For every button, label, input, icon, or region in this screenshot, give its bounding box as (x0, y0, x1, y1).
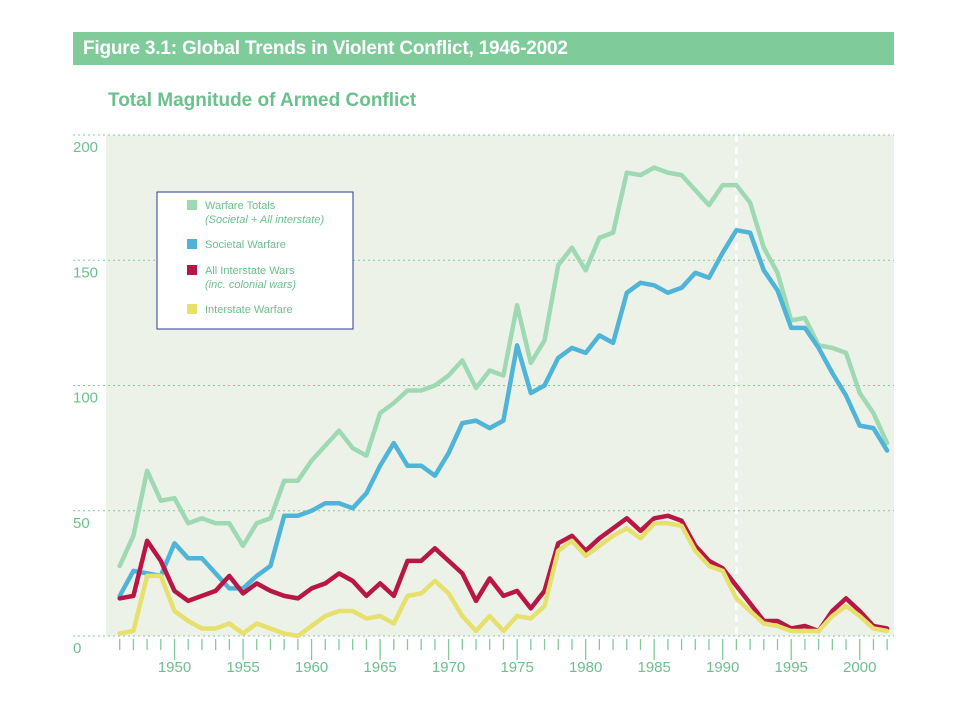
legend-label: All Interstate Wars (205, 265, 295, 277)
chart-subtitle: Total Magnitude of Armed Conflict (108, 90, 417, 111)
x-tick-label: 1995 (775, 659, 808, 676)
legend-swatch (187, 239, 197, 249)
x-tick-label: 1955 (226, 659, 259, 676)
series-line-1 (117, 227, 890, 599)
legend-swatch (187, 200, 197, 210)
chart-legend: Warfare Totals (Societal + All interstate… (156, 191, 354, 330)
legend-label: Societal Warfare (205, 239, 286, 251)
legend-box (156, 191, 354, 330)
legend-swatch (187, 265, 197, 275)
x-tick-label: 1965 (363, 659, 396, 676)
y-tick-label: 100 (73, 390, 98, 407)
figure-title: Figure 3.1: Global Trends in Violent Con… (83, 38, 568, 59)
x-tick-label: 2000 (843, 659, 876, 676)
legend-note: (inc. colonial wars) (205, 279, 296, 291)
x-tick-label: 1950 (158, 659, 191, 676)
legend-swatch (187, 304, 197, 314)
x-tick-label: 1990 (706, 659, 739, 676)
x-tick-label: 1960 (295, 659, 328, 676)
y-tick-label: 50 (73, 515, 90, 532)
legend-label: Warfare Totals (205, 200, 276, 212)
x-tick-label: 1985 (637, 659, 670, 676)
legend-label: Interstate Warfare (205, 304, 293, 316)
x-tick-label: 1975 (500, 659, 533, 676)
y-tick-label: 0 (73, 640, 81, 657)
figure-header: Figure 3.1: Global Trends in Violent Con… (73, 32, 894, 65)
series-layer (117, 165, 890, 639)
series-line-2 (117, 513, 890, 634)
x-tick-label: 1980 (569, 659, 602, 676)
series-line-3 (117, 521, 890, 639)
legend-note: (Societal + All interstate) (205, 214, 324, 226)
y-tick-label: 200 (73, 139, 98, 156)
series-line-0 (117, 165, 890, 569)
y-tick-label: 150 (73, 264, 98, 281)
tick-layer: 0 50 100 150 200 1950 1955 1960 1965 1970 1975 1980… (73, 139, 888, 676)
x-tick-label: 1970 (432, 659, 465, 676)
